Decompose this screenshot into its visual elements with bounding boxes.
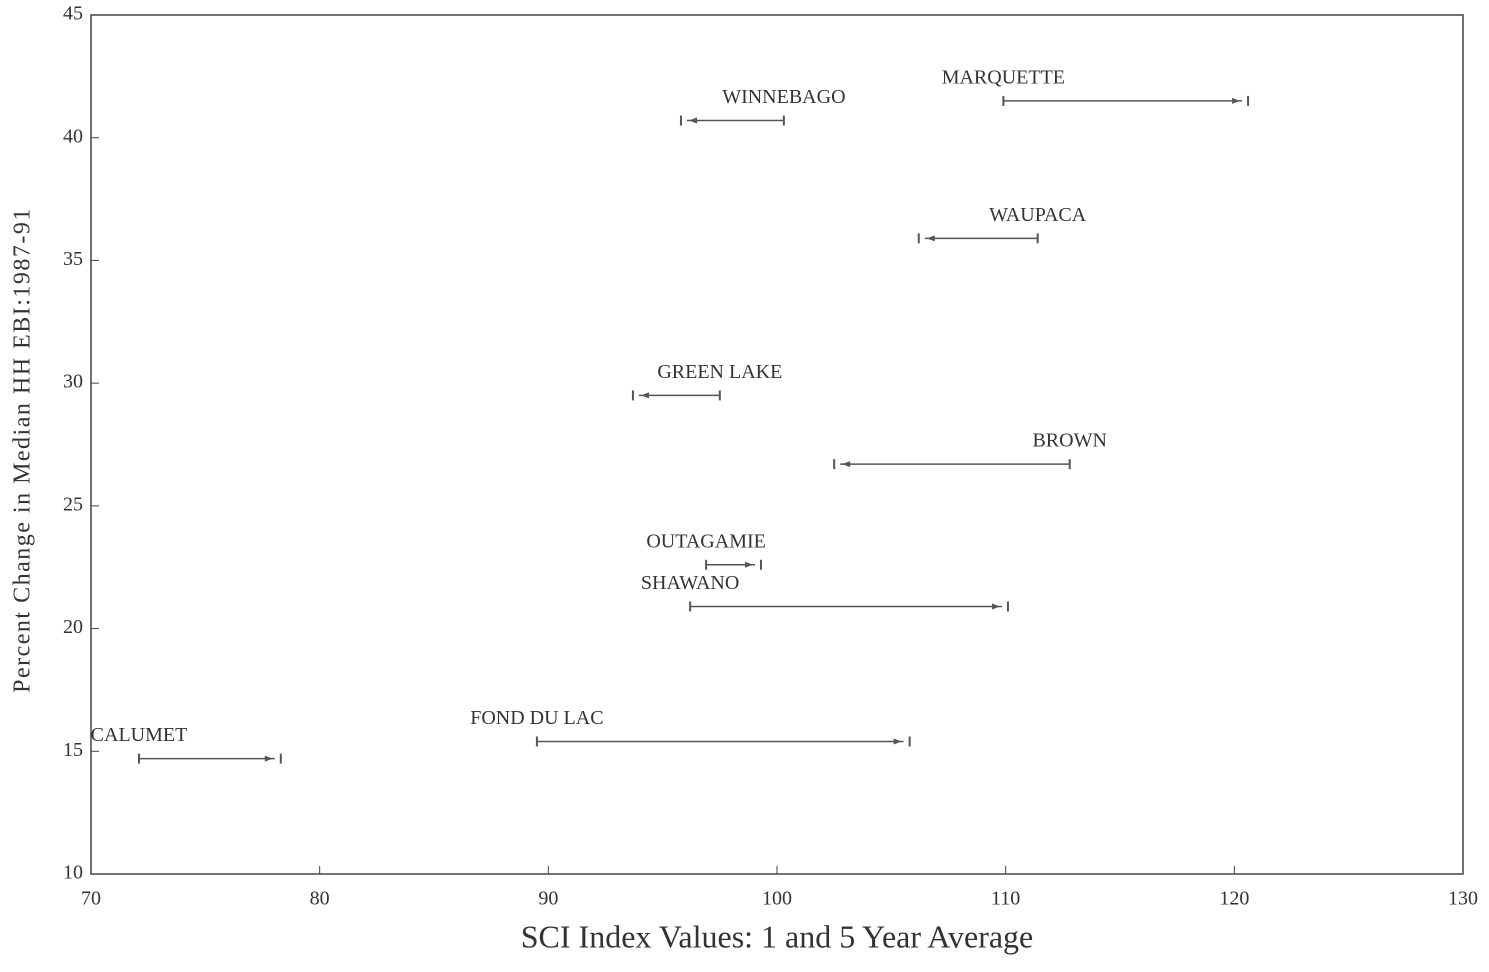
arrow-head (744, 561, 753, 568)
point-label: MARQUETTE (942, 66, 1065, 88)
y-tick-label: 35 (63, 248, 83, 270)
plot-frame (90, 14, 1464, 875)
y-tick-label: 10 (63, 862, 83, 884)
arrow-head (842, 461, 851, 468)
point-label: FOND DU LAC (470, 707, 603, 729)
point-label: GREEN LAKE (657, 361, 782, 383)
x-tick-label: 90 (538, 888, 558, 910)
x-tick-label: 120 (1219, 888, 1249, 910)
point-label: WAUPACA (989, 204, 1087, 226)
point-label: BROWN (1032, 430, 1106, 452)
arrow-head (1232, 97, 1241, 104)
x-tick-label: 130 (1448, 888, 1478, 910)
point-label: SHAWANO (641, 572, 739, 594)
arrow-head (264, 755, 273, 762)
y-axis-title: Percent Change in Median HH EBI:1987-91 (10, 207, 36, 693)
y-tick-label: 45 (63, 3, 83, 25)
y-tick-label: 25 (63, 493, 83, 515)
y-tick-label: 40 (63, 125, 83, 147)
arrow-head (688, 117, 697, 124)
arrow-head (640, 392, 649, 399)
point-label: OUTAGAMIE (646, 530, 766, 552)
x-axis-title: SCI Index Values: 1 and 5 Year Average (521, 918, 1034, 954)
arrow-head (991, 603, 1000, 610)
point-label: CALUMET (91, 724, 188, 746)
x-tick-label: 110 (991, 888, 1020, 910)
arrow-head (926, 235, 935, 242)
y-tick-label: 15 (63, 739, 83, 761)
x-tick-label: 80 (310, 888, 330, 910)
y-tick-label: 30 (63, 371, 83, 393)
y-tick-label: 20 (63, 616, 83, 638)
point-label: WINNEBAGO (722, 86, 845, 108)
arrow-head (893, 738, 902, 745)
x-tick-label: 100 (762, 888, 792, 910)
x-tick-label: 70 (81, 888, 101, 910)
